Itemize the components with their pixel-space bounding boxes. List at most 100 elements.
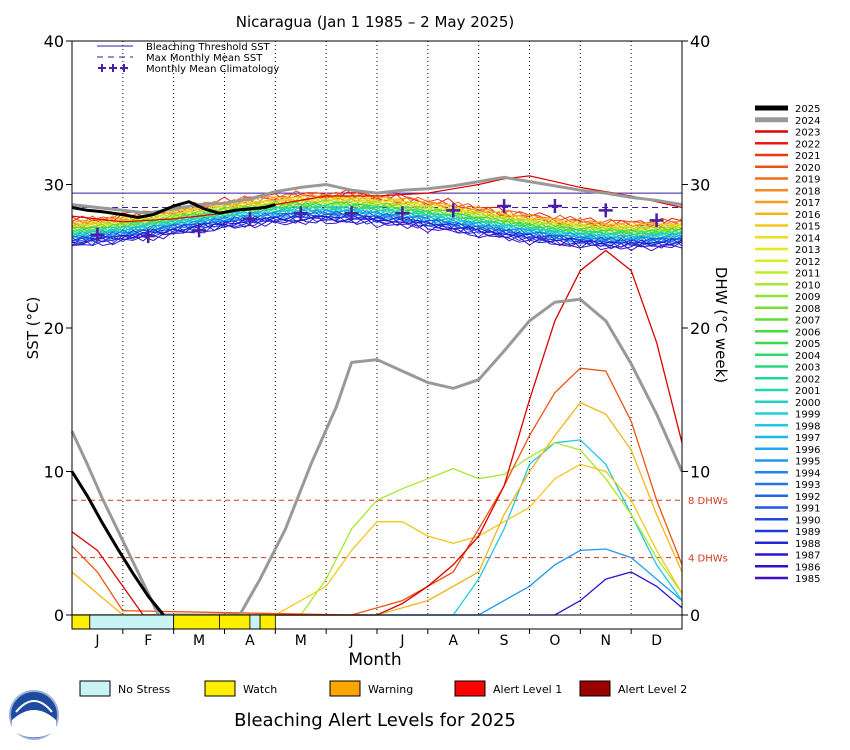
month-label: S: [500, 633, 509, 649]
climatology-marker: [141, 229, 156, 244]
year-label-2008: 2008: [795, 304, 820, 315]
x-axis-label: Month: [348, 650, 401, 670]
alert-label: Watch: [243, 683, 277, 696]
alert-label: Alert Level 1: [493, 683, 562, 696]
left-tick-label: 40: [44, 32, 64, 51]
noaa-logo: [9, 690, 59, 740]
sst-line-2023: [71, 175, 683, 223]
legend-label: Bleaching Threshold SST: [146, 42, 271, 53]
climatology-marker: [395, 206, 410, 221]
climatology-marker: [497, 199, 512, 214]
climatology-marker: [344, 206, 359, 221]
year-label-2019: 2019: [795, 175, 820, 186]
legend-plus-marker: [120, 64, 128, 72]
dhw-line-2010: [72, 442, 683, 616]
sst-line-2025: [71, 200, 276, 220]
month-label: F: [144, 633, 152, 649]
year-label-2006: 2006: [795, 327, 820, 338]
year-label-2005: 2005: [795, 339, 820, 350]
plot-frame: [71, 40, 683, 616]
month-label: N: [601, 633, 611, 649]
year-label-1990: 1990: [795, 515, 820, 526]
month-label: J: [349, 633, 354, 649]
year-label-1997: 1997: [795, 433, 820, 444]
alert-label: No Stress: [118, 683, 171, 696]
year-label-2001: 2001: [795, 386, 820, 397]
dhw-line-2023: [71, 249, 683, 616]
climatology-marker: [192, 223, 207, 238]
year-label-2025: 2025: [795, 104, 820, 115]
alert-label: Warning: [368, 683, 413, 696]
alert-swatch: [454, 680, 486, 697]
year-label-2011: 2011: [795, 269, 820, 280]
year-label-2016: 2016: [795, 210, 820, 221]
footer-title: Bleaching Alert Levels for 2025: [234, 710, 516, 731]
month-label: J: [94, 633, 99, 649]
right-tick-label: 10: [690, 463, 710, 482]
year-label-1994: 1994: [795, 468, 820, 479]
left-y-axis-label: SST (°C): [24, 297, 42, 360]
dhw-line-2016: [71, 401, 683, 616]
climatology-marker: [242, 211, 257, 226]
month-label: M: [295, 633, 307, 649]
sst-line-1990: [71, 212, 683, 248]
right-tick-label: 0: [690, 606, 700, 625]
climatology-marker: [547, 199, 562, 214]
year-label-2015: 2015: [795, 222, 820, 233]
alert-label: Alert Level 2: [618, 683, 687, 696]
sst-line-1986: [71, 215, 683, 250]
year-label-2024: 2024: [795, 116, 820, 127]
month-label: A: [245, 633, 255, 649]
dhw-reference-labels: 8 DHWs 4 DHWs: [688, 496, 728, 564]
year-label-2023: 2023: [795, 128, 820, 139]
dhw-line-2024: [70, 297, 684, 617]
alert-segment: [71, 614, 91, 630]
climatology-marker: [598, 203, 613, 218]
alert-level-legend: No Stress Watch Warning Alert Level 1 Alert …: [79, 680, 687, 697]
year-label-2009: 2009: [795, 292, 820, 303]
month-label: D: [651, 633, 662, 649]
dhw-line-2015: [72, 463, 683, 616]
year-label-1995: 1995: [795, 457, 820, 468]
year-label-2020: 2020: [795, 163, 820, 174]
year-label-2010: 2010: [795, 280, 820, 291]
dhw-reference-label: 8 DHWs: [688, 496, 728, 507]
climatology-marker: [446, 203, 461, 218]
year-label-1999: 1999: [795, 410, 820, 421]
climatology-marker: [90, 227, 105, 242]
alert-swatch: [329, 680, 361, 697]
year-label-2007: 2007: [795, 316, 820, 327]
left-tick-label: 30: [44, 176, 64, 195]
sst-line-2024: [71, 175, 683, 215]
left-tick-label: 20: [44, 319, 64, 338]
year-label-2013: 2013: [795, 245, 820, 256]
year-label-1987: 1987: [795, 551, 820, 562]
year-label-1989: 1989: [795, 527, 820, 538]
year-label-2018: 2018: [795, 186, 820, 197]
right-y-axis-label: DHW (°C week): [712, 267, 730, 383]
dhw-line-2025: [70, 470, 165, 616]
legend-plus-marker: [98, 64, 106, 72]
dhw-line-1995: [72, 548, 683, 616]
right-tick-label: 40: [690, 32, 710, 51]
dhw-line-1998: [72, 439, 683, 616]
year-label-1996: 1996: [795, 445, 820, 456]
right-y-axis: 0 10 20 30 40: [682, 32, 710, 625]
left-tick-label: 10: [44, 463, 64, 482]
alert-segment: [173, 614, 220, 630]
climatology-marker: [293, 206, 308, 221]
alert-strip: [71, 614, 683, 630]
year-label-1986: 1986: [795, 562, 820, 573]
sst-line-1985: [72, 214, 683, 252]
year-label-2017: 2017: [795, 198, 820, 209]
alert-segment: [219, 614, 251, 630]
left-tick-label: 0: [54, 606, 64, 625]
alert-swatch: [204, 680, 236, 697]
chart-title: Nicaragua (Jan 1 1985 – 2 May 2025): [236, 13, 515, 31]
climatology-markers: [90, 199, 664, 244]
year-label-2014: 2014: [795, 233, 820, 244]
alert-swatch: [79, 680, 111, 697]
year-label-2012: 2012: [795, 257, 820, 268]
dhw-reference-label: 4 DHWs: [688, 554, 728, 565]
